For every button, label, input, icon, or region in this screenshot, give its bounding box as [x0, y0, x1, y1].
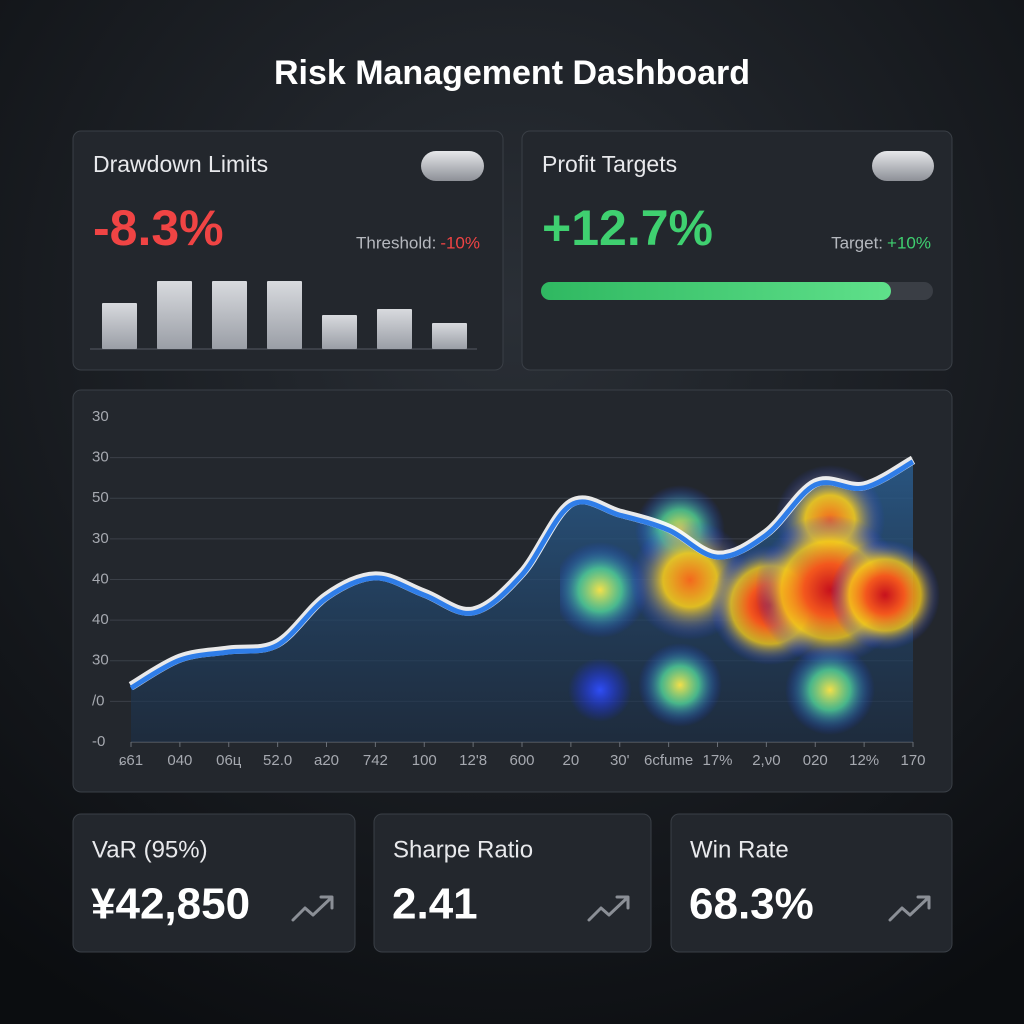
- trend-icon: [888, 895, 931, 922]
- x-tick-label: 17%: [702, 752, 732, 769]
- y-tick-label: 30: [92, 530, 109, 547]
- y-tick-label: 30: [92, 652, 109, 669]
- metric-value: 2.41: [392, 880, 478, 929]
- heat-blob: [560, 542, 648, 638]
- metric-label: VaR (95%): [92, 836, 208, 863]
- metric-label: Sharpe Ratio: [393, 836, 533, 863]
- x-tick-label: 2,ν0: [752, 752, 780, 769]
- bar: [212, 281, 247, 349]
- bar: [157, 281, 192, 349]
- bar: [377, 309, 412, 349]
- bar: [102, 303, 137, 349]
- bar: [322, 315, 357, 349]
- x-tick-label: 170: [900, 752, 925, 769]
- title: Risk Management Dashboard: [274, 54, 750, 92]
- y-tick-label: 40: [92, 611, 109, 628]
- x-tick-label: 6cfume: [644, 752, 693, 769]
- toggle[interactable]: [421, 151, 484, 181]
- mini-bar-chart: [102, 281, 467, 349]
- line: [129, 459, 915, 691]
- heat-blob: [785, 645, 875, 735]
- x-tick-label: 100: [412, 752, 437, 769]
- heat-blob: [830, 540, 940, 650]
- metric-card: [670, 813, 953, 953]
- threshold-label: Threshold:: [356, 233, 436, 252]
- card-label: Drawdown Limits: [93, 151, 268, 177]
- x-tick-label: 06ц: [216, 752, 242, 769]
- y-tick-label: /0: [92, 692, 105, 709]
- drawdown-value: -8.3%: [93, 200, 224, 256]
- line-chart: 30 30 50 30 40 40 30/0 -0 ɕ61 040 06ц 52.0 a20 742 100…: [92, 408, 940, 769]
- metric-label: Win Rate: [690, 836, 789, 863]
- metric-value: 68.3%: [689, 880, 814, 929]
- toggle[interactable]: [872, 151, 934, 181]
- heat-blob: [568, 658, 632, 722]
- x-tick-label: 52.0: [263, 752, 292, 769]
- x-tick-label: 040: [167, 752, 192, 769]
- y-tick-label: 50: [92, 489, 109, 506]
- card-label: Profit Targets: [542, 151, 677, 177]
- metric-cards: VaR (95%) ¥42,850 Sharpe Ratio 2.41 Win Rate…: [72, 813, 953, 953]
- profit-value: +12.7%: [542, 200, 713, 256]
- profit-card: [521, 130, 953, 371]
- heat-blob: [638, 643, 722, 727]
- trend-icon: [587, 895, 630, 922]
- target-label: Target:: [831, 233, 883, 252]
- x-tick-label: a20: [314, 752, 339, 769]
- metric-value: ¥42,850: [91, 880, 250, 929]
- y-tick-label: 30: [92, 449, 109, 466]
- y-tick-label: -0: [92, 733, 105, 750]
- x-tick-label: 12%: [849, 752, 879, 769]
- y-tick-label: 40: [92, 570, 109, 587]
- target-value: +10%: [887, 233, 931, 252]
- progress-fill: [541, 282, 891, 300]
- metric-card: [373, 813, 652, 953]
- bar: [267, 281, 302, 349]
- bar: [432, 323, 467, 349]
- x-tick-label: 20: [563, 752, 580, 769]
- x-tick-label: 30': [610, 752, 630, 769]
- x-tick-label: 742: [363, 752, 388, 769]
- trend-icon: [291, 895, 334, 922]
- y-tick-label: 30: [92, 408, 109, 425]
- metric-card: [72, 813, 356, 953]
- x-tick-label: 600: [509, 752, 534, 769]
- threshold-value: -10%: [440, 233, 480, 252]
- x-tick-label: 020: [803, 752, 828, 769]
- x-tick-label: 12'8: [459, 752, 487, 769]
- x-tick-label: ɕ61: [119, 752, 143, 769]
